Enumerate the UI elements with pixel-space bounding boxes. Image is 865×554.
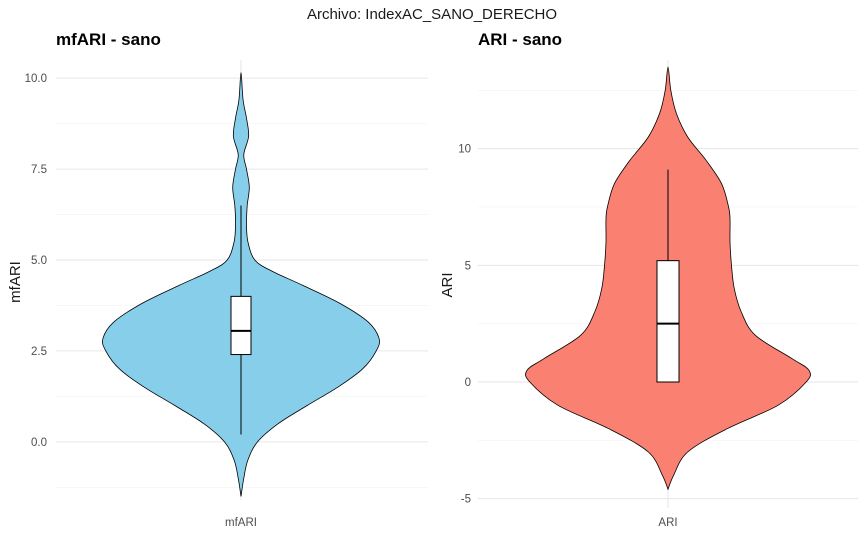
y-axis-label: ARI <box>439 272 456 297</box>
y-tick-label: 10.0 <box>25 73 47 85</box>
y-tick-label: 2.5 <box>31 346 47 358</box>
panel-title: ARI - sano <box>478 30 562 49</box>
y-tick-label: -5 <box>461 494 471 506</box>
iqr-box <box>230 295 252 356</box>
y-tick-label: 7.5 <box>31 164 47 176</box>
iqr-box <box>656 260 680 383</box>
y-tick-label: 5 <box>465 260 471 272</box>
x-tick-label: ARI <box>658 517 677 529</box>
y-tick-label: 0 <box>465 377 471 389</box>
y-tick-label: 10 <box>458 144 471 156</box>
panel-mfari: mfARI - sano mfARI 0.0 2.5 5.0 7.5 10.0 mfARI <box>7 30 428 529</box>
y-axis-label: mfARI <box>7 261 24 303</box>
panel-title: mfARI - sano <box>56 30 161 49</box>
panel-ari: ARI - sano ARI -5 0 5 10 ARI <box>439 30 858 529</box>
y-tick-label: 5.0 <box>31 255 47 267</box>
x-tick-label: mfARI <box>225 517 257 529</box>
y-tick-label: 0.0 <box>31 437 47 449</box>
figure-suptitle: Archivo: IndexAC_SANO_DERECHO <box>307 6 557 23</box>
